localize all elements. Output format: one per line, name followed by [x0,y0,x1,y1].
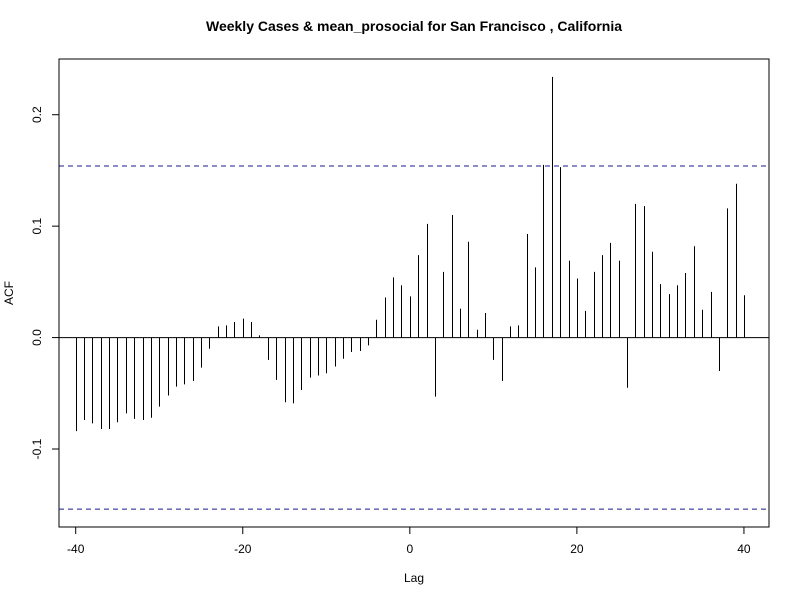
x-tick-label: 0 [406,542,413,556]
y-tick-label: -0.1 [30,438,44,459]
x-tick-label: 40 [737,542,751,556]
chart-marks: -40 -20 0 20 40 -0.1 0.0 0.1 0.2 [30,76,769,556]
y-tick-label: 0.1 [30,217,44,234]
x-tick-label: -40 [67,542,85,556]
y-axis-label: ACF [2,281,16,305]
x-axis-label: Lag [404,571,424,585]
chart-title: Weekly Cases & mean_prosocial for San Fr… [206,18,622,34]
plot-frame [58,58,770,528]
y-tick-label: 0.2 [30,106,44,123]
x-tick-label: -20 [234,542,252,556]
y-tick-label: 0.0 [30,329,44,346]
x-tick-label: 20 [570,542,584,556]
